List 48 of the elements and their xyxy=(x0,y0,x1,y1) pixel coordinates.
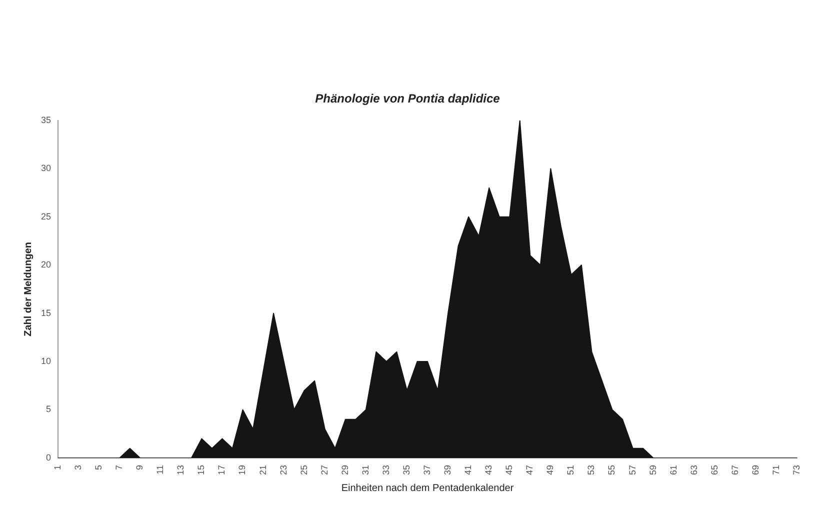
x-tick-label: 25 xyxy=(298,464,309,476)
x-tick-label: 3 xyxy=(73,464,84,470)
x-tick-label: 1 xyxy=(52,464,62,470)
y-tick-label: 0 xyxy=(46,452,52,462)
x-tick-label: 31 xyxy=(360,464,370,476)
y-tick-label: 10 xyxy=(40,356,52,366)
x-tick-label: 53 xyxy=(586,464,596,476)
x-tick-label: 11 xyxy=(155,464,166,474)
y-tick-label: 15 xyxy=(40,308,52,318)
x-tick-label: 71 xyxy=(770,464,781,476)
x-tick-label: 51 xyxy=(566,464,576,476)
x-tick-label: 13 xyxy=(176,464,186,476)
y-tick-label: 25 xyxy=(40,211,52,222)
y-tick-label: 35 xyxy=(40,114,52,125)
chart-title: Phänologie von Pontia daplidice xyxy=(315,92,500,106)
x-tick-label: 5 xyxy=(94,464,104,470)
x-tick-label: 41 xyxy=(463,464,474,476)
x-axis-title: Einheiten nach dem Pentadenkalender xyxy=(341,482,514,494)
x-tick-label: 49 xyxy=(545,464,556,476)
x-tick-label: 21 xyxy=(258,464,268,476)
x-tick-label: 43 xyxy=(484,464,494,476)
y-axis-title: Zahl der Meldungen xyxy=(22,242,34,336)
x-tick-label: 9 xyxy=(134,464,145,470)
x-tick-label: 61 xyxy=(668,464,678,476)
y-tick-label: 5 xyxy=(46,404,52,414)
x-tick-label: 47 xyxy=(524,464,535,476)
x-tick-label: 39 xyxy=(442,464,453,476)
x-tick-label: 63 xyxy=(688,464,699,476)
x-tick-label: 45 xyxy=(504,464,514,476)
x-tick-label: 17 xyxy=(216,464,227,476)
x-tick-label: 23 xyxy=(278,464,288,476)
y-tick-label: 30 xyxy=(40,163,52,174)
x-tick-label: 37 xyxy=(422,464,432,476)
x-tick-label: 27 xyxy=(319,464,330,476)
x-tick-label: 55 xyxy=(606,464,617,476)
y-tick-label: 20 xyxy=(40,260,52,270)
x-tick-label: 19 xyxy=(237,464,248,476)
x-tick-label: 57 xyxy=(627,464,638,476)
x-tick-label: 33 xyxy=(380,464,391,476)
x-tick-label: 65 xyxy=(709,464,720,476)
x-tick-label: 73 xyxy=(791,464,802,476)
x-tick-label: 15 xyxy=(196,464,206,476)
x-tick-label: 59 xyxy=(648,464,658,476)
x-tick-label: 67 xyxy=(730,464,740,476)
x-tick-label: 7 xyxy=(114,464,124,470)
x-tick-label: 69 xyxy=(750,464,760,476)
x-tick-label: 29 xyxy=(340,464,350,476)
x-tick-label: 35 xyxy=(401,464,412,476)
